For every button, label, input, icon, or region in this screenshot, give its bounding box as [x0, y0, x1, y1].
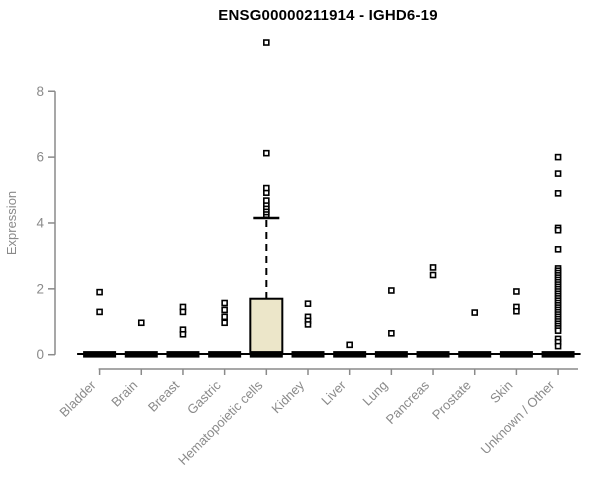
zero-bar [541, 351, 575, 358]
category-label: Bladder [56, 377, 99, 420]
outlier-point [96, 288, 103, 296]
outlier-point [96, 308, 103, 316]
outlier-point [554, 342, 562, 350]
outlier-point [221, 313, 228, 321]
outlier-point [554, 246, 562, 253]
outlier-point [304, 300, 312, 307]
zero-bar [291, 351, 325, 358]
zero-bar [249, 351, 283, 358]
outlier-point [388, 329, 395, 337]
zero-bar [499, 351, 533, 358]
category-label: Skin [487, 378, 515, 406]
y-tick-label: 8 [36, 84, 44, 99]
outlier-point [137, 319, 145, 327]
outlier-point [513, 288, 520, 295]
outlier-point [263, 39, 270, 46]
outlier-point [429, 264, 437, 271]
outlier-point [221, 319, 228, 327]
outlier-point [263, 149, 270, 157]
box [249, 297, 284, 354]
outlier-point [554, 170, 562, 177]
zero-bar [166, 351, 200, 358]
y-tick-label: 4 [36, 215, 44, 230]
zero-bar [458, 351, 492, 358]
y-tick-label: 0 [36, 347, 44, 362]
outlier-point [221, 299, 228, 307]
outlier-point [263, 184, 270, 192]
chart-title: ENSG00000211914 - IGHD6-19 [218, 7, 438, 24]
outlier-point [346, 341, 353, 349]
zero-bar [374, 351, 408, 358]
zero-bar [83, 351, 117, 358]
category-label: Brain [108, 378, 140, 410]
category-label: Pancreas [383, 377, 433, 427]
outlier-point [554, 226, 562, 234]
zero-bar [208, 351, 242, 358]
category-label: Liver [318, 377, 349, 408]
category-label: Unknown / Other [478, 377, 558, 457]
category-label: Breast [145, 377, 182, 414]
outlier-point [471, 309, 479, 316]
y-tick-label: 2 [36, 281, 44, 296]
outlier-point [263, 197, 270, 204]
y-tick-label: 6 [36, 150, 44, 165]
outlier-point [513, 307, 520, 315]
outlier-point [179, 330, 187, 338]
category-label: Prostate [429, 378, 474, 423]
outlier-point [304, 321, 312, 328]
category-label: Lung [359, 378, 390, 409]
zero-bar [416, 351, 450, 358]
outlier-point [179, 308, 187, 316]
outlier-point [388, 287, 395, 294]
category-label: Kidney [268, 377, 307, 416]
outlier-point [554, 190, 562, 197]
outlier-point [554, 327, 562, 334]
outlier-point [554, 153, 562, 161]
zero-bar [124, 351, 158, 358]
y-axis-title: Expression [4, 190, 19, 256]
category-label: Gastric [184, 377, 224, 417]
outlier-point [429, 271, 437, 279]
outlier-point [221, 306, 228, 314]
zero-bar [333, 351, 367, 358]
